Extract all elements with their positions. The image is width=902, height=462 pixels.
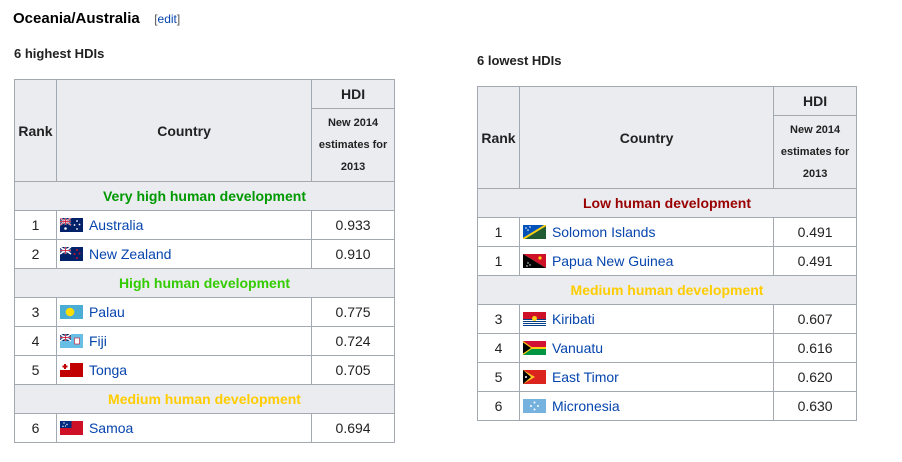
rank-cell: 6 bbox=[477, 391, 520, 421]
hdi-cell: 0.630 bbox=[773, 391, 857, 421]
table-row: 2 New Zealand 0.910 bbox=[14, 239, 395, 269]
country-cell: New Zealand bbox=[55, 239, 313, 269]
section-high: High human development bbox=[14, 268, 395, 298]
section-title: Oceania/Australia bbox=[13, 10, 140, 27]
country-cell: East Timor bbox=[518, 362, 775, 392]
country-link[interactable]: Palau bbox=[88, 304, 125, 320]
australia-flag-icon[interactable] bbox=[59, 218, 83, 232]
edit-section-link[interactable]: [edit] bbox=[154, 12, 181, 26]
rank-cell: 4 bbox=[14, 326, 57, 356]
vanuatu-flag-icon[interactable] bbox=[522, 341, 546, 355]
country-link[interactable]: New Zealand bbox=[88, 246, 172, 262]
hdi-cell: 0.724 bbox=[311, 326, 395, 356]
country-link[interactable]: Fiji bbox=[88, 333, 107, 349]
hdi-cell: 0.616 bbox=[773, 333, 857, 363]
country-cell: Solomon Islands bbox=[518, 217, 775, 247]
hdi-header: HDI bbox=[311, 79, 395, 109]
rank-cell: 3 bbox=[477, 304, 520, 334]
rank-cell: 1 bbox=[14, 210, 57, 240]
country-cell: Fiji bbox=[55, 326, 313, 356]
hdi-cell: 0.910 bbox=[311, 239, 395, 269]
country-cell: Tonga bbox=[55, 355, 313, 385]
rank-cell: 5 bbox=[14, 355, 57, 385]
table-row: 1 Papua New Guinea 0.491 bbox=[477, 246, 857, 276]
hdi-cell: 0.491 bbox=[773, 246, 857, 276]
rank-cell: 1 bbox=[477, 217, 520, 247]
rank-cell: 4 bbox=[477, 333, 520, 363]
country-link[interactable]: Samoa bbox=[88, 420, 134, 436]
rank-cell: 5 bbox=[477, 362, 520, 392]
samoa-flag-icon[interactable] bbox=[59, 421, 83, 435]
fiji-flag-icon[interactable] bbox=[59, 334, 83, 348]
hdi-cell: 0.775 bbox=[311, 297, 395, 327]
section-very-high: Very high human development bbox=[14, 181, 395, 211]
highest-hdi-table: Rank Country HDI New 2014 estimates for … bbox=[14, 79, 395, 443]
table-row: 5 Tonga 0.705 bbox=[14, 355, 395, 385]
table-row: 5 East Timor 0.620 bbox=[477, 362, 857, 392]
tonga-flag-icon[interactable] bbox=[59, 363, 83, 377]
rank-header: Rank bbox=[14, 79, 57, 182]
lowest-hdi-table: Rank Country HDI New 2014 estimates for … bbox=[477, 86, 857, 421]
country-cell: Australia bbox=[55, 210, 313, 240]
rank-cell: 3 bbox=[14, 297, 57, 327]
solomon-islands-flag-icon[interactable] bbox=[522, 225, 546, 239]
country-link[interactable]: Vanuatu bbox=[551, 340, 604, 356]
country-link[interactable]: Australia bbox=[88, 217, 144, 233]
hdi-cell: 0.694 bbox=[311, 413, 395, 443]
papua-new-guinea-flag-icon[interactable] bbox=[522, 254, 546, 268]
section-low: Low human development bbox=[477, 188, 857, 218]
highest-caption: 6 highest HDIs bbox=[14, 46, 105, 61]
table-row: 1 Solomon Islands 0.491 bbox=[477, 217, 857, 247]
lowest-caption: 6 lowest HDIs bbox=[477, 53, 562, 68]
section-medium: Medium human development bbox=[477, 275, 857, 305]
kiribati-flag-icon[interactable] bbox=[522, 312, 546, 326]
country-cell: Papua New Guinea bbox=[518, 246, 775, 276]
hdi-cell: 0.620 bbox=[773, 362, 857, 392]
table-row: 6 Micronesia 0.630 bbox=[477, 391, 857, 421]
rank-cell: 2 bbox=[14, 239, 57, 269]
country-cell: Samoa bbox=[55, 413, 313, 443]
country-cell: Micronesia bbox=[518, 391, 775, 421]
edit-label[interactable]: edit bbox=[157, 12, 177, 26]
table-row: 4 Fiji 0.724 bbox=[14, 326, 395, 356]
country-cell: Palau bbox=[55, 297, 313, 327]
table-row: 4 Vanuatu 0.616 bbox=[477, 333, 857, 363]
table-row: 1 Australia 0.933 bbox=[14, 210, 395, 240]
table-row: 3 Kiribati 0.607 bbox=[477, 304, 857, 334]
hdi-cell: 0.607 bbox=[773, 304, 857, 334]
micronesia-flag-icon[interactable] bbox=[522, 399, 546, 413]
country-link[interactable]: Tonga bbox=[88, 362, 128, 378]
new-zealand-flag-icon[interactable] bbox=[59, 247, 83, 261]
country-link[interactable]: Kiribati bbox=[551, 311, 595, 327]
country-link[interactable]: Papua New Guinea bbox=[551, 253, 674, 269]
rank-header: Rank bbox=[477, 86, 520, 189]
country-link[interactable]: East Timor bbox=[551, 369, 619, 385]
palau-flag-icon[interactable] bbox=[59, 305, 83, 319]
country-cell: Vanuatu bbox=[518, 333, 775, 363]
hdi-cell: 0.705 bbox=[311, 355, 395, 385]
section-medium: Medium human development bbox=[14, 384, 395, 414]
hdi-header: HDI bbox=[773, 86, 857, 116]
table-row: 3 Palau 0.775 bbox=[14, 297, 395, 327]
country-link[interactable]: Micronesia bbox=[551, 398, 620, 414]
country-link[interactable]: Solomon Islands bbox=[551, 224, 656, 240]
hdi-subheader: New 2014 estimates for 2013 bbox=[773, 115, 857, 189]
table-row: 6 Samoa 0.694 bbox=[14, 413, 395, 443]
east-timor-flag-icon[interactable] bbox=[522, 370, 546, 384]
rank-cell: 6 bbox=[14, 413, 57, 443]
hdi-cell: 0.491 bbox=[773, 217, 857, 247]
hdi-cell: 0.933 bbox=[311, 210, 395, 240]
country-header: Country bbox=[55, 79, 313, 182]
rank-cell: 1 bbox=[477, 246, 520, 276]
hdi-subheader: New 2014 estimates for 2013 bbox=[311, 108, 395, 182]
country-cell: Kiribati bbox=[518, 304, 775, 334]
country-header: Country bbox=[518, 86, 775, 189]
section-heading: Oceania/Australia [edit] bbox=[13, 10, 180, 28]
